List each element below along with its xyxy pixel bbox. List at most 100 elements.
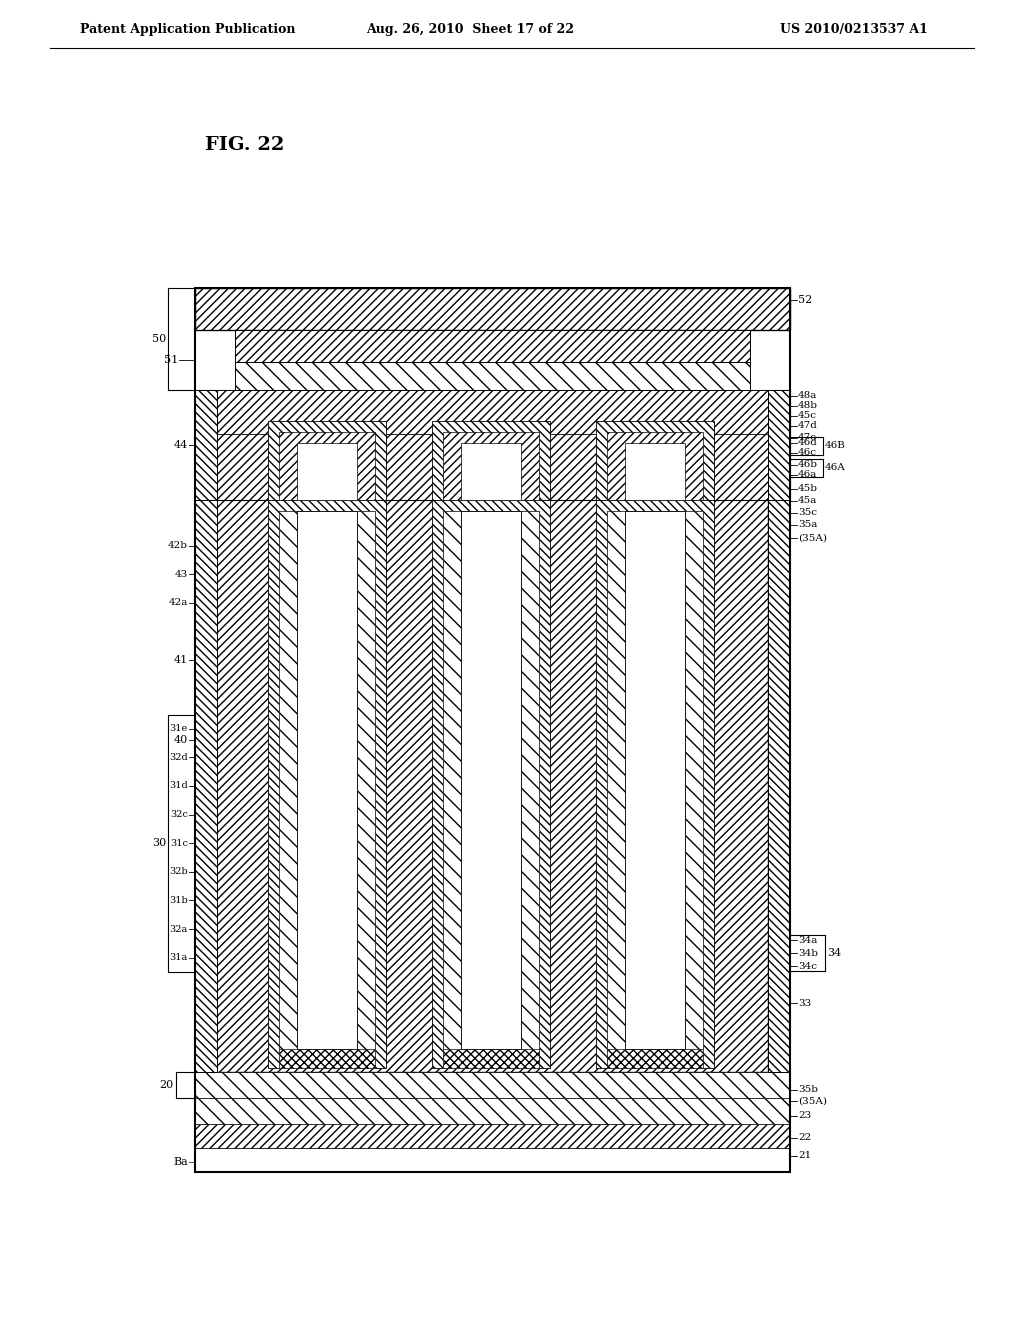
Text: 31e: 31e	[170, 725, 188, 734]
Bar	[195, 1072, 790, 1098]
Bar	[234, 330, 750, 362]
Text: 32a: 32a	[170, 924, 188, 933]
Text: 34a: 34a	[798, 936, 817, 945]
Text: (35A): (35A)	[798, 1097, 827, 1106]
Text: 51b: 51b	[362, 315, 382, 325]
Bar	[268, 421, 386, 500]
Text: 23: 23	[798, 1111, 811, 1121]
Bar	[195, 690, 790, 754]
Text: 32c: 32c	[170, 810, 188, 820]
Bar	[195, 500, 217, 1072]
Bar	[195, 754, 790, 818]
Text: (35A): (35A)	[798, 533, 827, 543]
Text: 48b: 48b	[798, 401, 818, 411]
Bar	[195, 1045, 790, 1072]
Text: 46b: 46b	[798, 461, 818, 470]
Bar	[607, 511, 703, 1068]
Bar	[268, 500, 386, 1068]
Text: 41: 41	[174, 655, 188, 665]
Text: 47c: 47c	[798, 433, 817, 442]
Bar	[461, 442, 521, 500]
Text: 35a: 35a	[798, 520, 817, 529]
Text: 31c: 31c	[170, 838, 188, 847]
Text: Ba: Ba	[173, 1158, 188, 1167]
Text: 32b: 32b	[169, 867, 188, 876]
Text: 31a: 31a	[170, 953, 188, 962]
Text: Patent Application Publication: Patent Application Publication	[80, 24, 296, 37]
Text: 34b: 34b	[798, 949, 818, 958]
Bar	[195, 500, 790, 1072]
Bar	[297, 442, 357, 500]
Bar	[768, 389, 790, 500]
Text: 47d: 47d	[798, 421, 818, 430]
Text: FIG. 22: FIG. 22	[205, 136, 285, 154]
Bar	[279, 511, 375, 1068]
Text: 31d: 31d	[169, 781, 188, 791]
Bar	[432, 421, 550, 500]
Bar	[357, 511, 375, 1049]
Text: 30: 30	[152, 838, 166, 849]
Bar	[625, 442, 685, 500]
Text: 52: 52	[798, 294, 812, 305]
Bar	[195, 627, 790, 690]
Bar	[607, 1049, 703, 1068]
Bar	[607, 511, 625, 1049]
Text: 51a: 51a	[362, 396, 381, 404]
Bar	[195, 288, 790, 1172]
Bar	[521, 511, 539, 1049]
Text: 51: 51	[164, 355, 178, 366]
Bar	[195, 882, 790, 945]
Text: 21: 21	[798, 1151, 811, 1160]
Text: 40: 40	[174, 735, 188, 746]
Bar	[195, 500, 790, 564]
Text: 35c: 35c	[798, 508, 817, 517]
Bar	[685, 511, 703, 1049]
Text: US 2010/0213537 A1: US 2010/0213537 A1	[780, 24, 928, 37]
Text: 33: 33	[798, 999, 811, 1008]
Text: 45c: 45c	[798, 412, 817, 421]
Bar	[217, 389, 768, 434]
Bar	[607, 432, 703, 500]
Bar	[195, 1125, 790, 1148]
Bar	[195, 1148, 790, 1172]
Bar	[279, 511, 297, 1049]
Text: 46B: 46B	[825, 441, 846, 450]
Text: 31b: 31b	[169, 896, 188, 906]
Bar	[195, 389, 790, 500]
Text: 32d: 32d	[169, 752, 188, 762]
Bar	[625, 511, 685, 1049]
Text: Aug. 26, 2010  Sheet 17 of 22: Aug. 26, 2010 Sheet 17 of 22	[366, 24, 574, 37]
Text: 46A: 46A	[825, 463, 846, 473]
Bar	[443, 511, 539, 1068]
Bar	[234, 362, 750, 389]
Text: 22: 22	[798, 1134, 811, 1143]
Text: 42a: 42a	[169, 598, 188, 607]
Text: 20: 20	[160, 1080, 174, 1090]
Text: 50: 50	[152, 334, 166, 345]
Bar	[596, 421, 714, 500]
Bar	[195, 389, 217, 500]
Bar	[195, 945, 790, 1008]
Text: 46c: 46c	[798, 449, 817, 457]
Bar	[195, 564, 790, 627]
Text: 46d: 46d	[798, 438, 818, 447]
Text: 45b: 45b	[798, 484, 818, 494]
Text: 34c: 34c	[798, 962, 817, 972]
Text: 45a: 45a	[798, 496, 817, 506]
Bar	[443, 1049, 539, 1068]
Bar	[195, 818, 790, 882]
Text: 34: 34	[827, 949, 842, 958]
Bar	[195, 1008, 790, 1072]
Bar	[768, 500, 790, 1072]
Bar	[443, 511, 461, 1049]
Bar	[195, 1098, 790, 1125]
Bar	[279, 432, 375, 500]
Bar	[596, 500, 714, 1068]
Text: 44: 44	[174, 440, 188, 450]
Bar	[432, 500, 550, 1068]
Text: 35b: 35b	[798, 1085, 818, 1094]
Bar	[279, 1049, 375, 1068]
Bar	[217, 500, 768, 1072]
Bar	[195, 288, 790, 330]
Bar	[461, 511, 521, 1049]
